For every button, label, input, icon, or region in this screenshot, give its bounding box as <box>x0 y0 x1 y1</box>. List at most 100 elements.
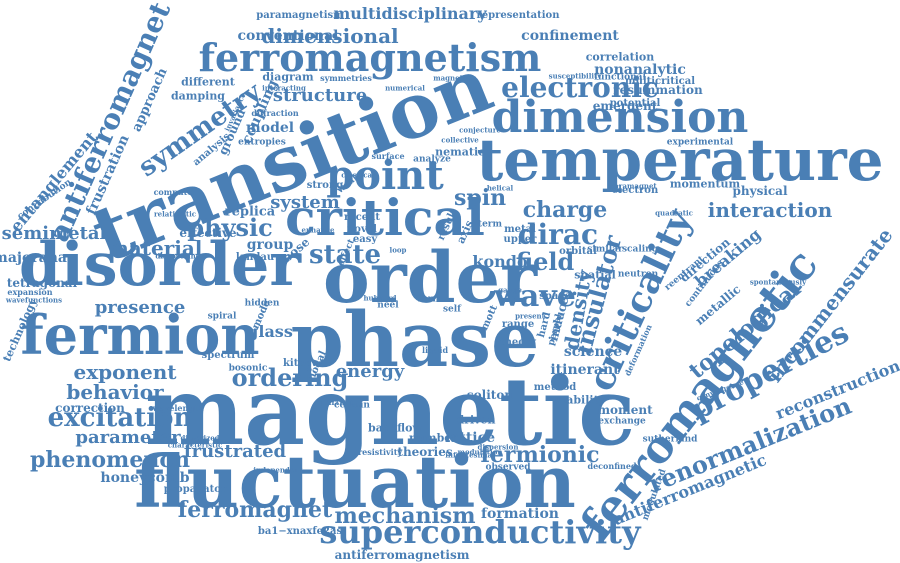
cloud-word: néel <box>377 300 399 311</box>
cloud-word: spiral <box>207 311 237 322</box>
cloud-word: antiferromagnetism <box>334 548 470 562</box>
cloud-word: conjecture <box>459 125 501 135</box>
cloud-word: spin <box>453 185 507 211</box>
cloud-word: functional <box>594 72 646 83</box>
cloud-word: conventional <box>237 28 339 44</box>
cloud-word: temperature <box>476 126 884 194</box>
cloud-word: confinement <box>521 28 619 44</box>
cloud-word: self <box>442 304 462 315</box>
cloud-word: effective <box>179 226 237 240</box>
cloud-word: state <box>308 240 382 270</box>
cloud-word: ordering <box>231 363 349 392</box>
cloud-word: paramagnet <box>609 181 657 191</box>
cloud-word: backflow <box>368 421 422 435</box>
cloud-word: kondo <box>472 252 528 271</box>
cloud-word: fermion <box>20 303 260 367</box>
cloud-word: enhance <box>301 225 335 235</box>
cloud-word: upper <box>503 234 537 245</box>
cloud-word: nematic <box>435 145 485 159</box>
cloud-word: glass <box>247 322 293 341</box>
cloud-word: susceptibility <box>548 71 602 81</box>
cloud-word: magnetic <box>144 357 636 467</box>
cloud-word: neutron <box>617 269 659 280</box>
cloud-word: physical <box>732 184 788 198</box>
cloud-word: dimerized <box>180 433 220 443</box>
cloud-word: modulation <box>457 447 503 457</box>
cloud-word: electron <box>611 185 659 196</box>
cloud-word: symmetries <box>320 73 372 83</box>
cloud-word: correction <box>55 401 125 415</box>
cloud-word: system <box>270 192 340 213</box>
cloud-word: wavefunctions <box>5 295 63 305</box>
cloud-word: ba1−xnaxfe2as <box>257 526 343 537</box>
cloud-word: independent <box>253 465 303 475</box>
cloud-word: group <box>246 237 294 253</box>
cloud-word: wave <box>494 279 576 314</box>
cloud-word: orbital <box>559 246 597 257</box>
cloud-word: novel <box>347 224 377 235</box>
cloud-word: spatial <box>574 268 616 282</box>
cloud-word: theories <box>397 445 453 459</box>
cloud-word: wavelength <box>152 403 204 413</box>
cloud-word: kitaev <box>283 358 317 369</box>
cloud-word: characteristic <box>167 440 223 450</box>
cloud-word: ferromagnet <box>177 497 333 523</box>
cloud-word: ferromagnetism <box>198 35 542 80</box>
cloud-word: diffraction <box>251 108 299 118</box>
cloud-word: order <box>323 236 537 319</box>
cloud-word: phenomenon <box>30 447 190 473</box>
cloud-word: dimensional <box>261 24 399 48</box>
cloud-word: relativistic <box>153 209 197 219</box>
cloud-word: stability <box>554 393 606 407</box>
cloud-word: replica <box>224 204 276 220</box>
cloud-word: formation <box>481 506 559 522</box>
cloud-word: magnetism <box>433 73 477 83</box>
cloud-word: gauge <box>498 285 522 295</box>
cloud-word: number <box>408 431 458 445</box>
cloud-word: scaling <box>621 244 659 255</box>
cloud-word: spectrum <box>201 350 255 361</box>
cloud-word: majorana <box>0 250 67 266</box>
cloud-word: landau <box>235 252 275 263</box>
cloud-word: emergent <box>592 99 658 113</box>
cloud-word: easy <box>352 234 378 245</box>
cloud-word: space <box>539 291 571 302</box>
cloud-word: correlation <box>585 50 655 64</box>
cloud-word: momentum <box>669 177 741 191</box>
cloud-word: phase <box>290 295 540 384</box>
cloud-word: theory <box>499 337 537 348</box>
cloud-word: interacting <box>262 83 306 93</box>
cloud-word: structure <box>272 85 368 106</box>
cloud-word: liquid <box>421 345 449 355</box>
cloud-word: dimension <box>491 92 749 143</box>
cloud-word: sutherland <box>642 434 698 445</box>
cloud-word: itinerant <box>550 362 620 378</box>
cloud-word: tetragonal <box>6 276 78 290</box>
cloud-word: parameter <box>75 427 181 448</box>
cloud-word: potential <box>609 98 661 109</box>
cloud-word: infinitesimal <box>445 450 495 460</box>
cloud-word: electronic <box>501 71 659 104</box>
cloud-word: loop <box>389 245 407 255</box>
cloud-word: representation <box>476 10 560 21</box>
cloud-word: certain <box>334 400 370 411</box>
cloud-word: range <box>501 319 535 330</box>
cloud-word: semimetal <box>1 223 107 244</box>
cloud-word: frustrated <box>183 441 287 462</box>
cloud-word: soliton <box>466 388 514 402</box>
cloud-word: behavior <box>66 380 164 404</box>
cloud-word: form <box>417 294 443 305</box>
cloud-word: recent <box>344 212 380 223</box>
cloud-word: analyze <box>413 154 451 165</box>
cloud-word: experimental <box>666 137 734 148</box>
cloud-word: different <box>181 75 235 89</box>
cloud-word: disorder <box>19 230 301 300</box>
cloud-word: driven <box>456 413 496 427</box>
cloud-word: field <box>515 247 575 276</box>
cloud-word: multidisciplinary <box>333 4 487 23</box>
cloud-word: exponent <box>73 360 177 384</box>
cloud-word: resistivity <box>357 447 403 457</box>
cloud-word: fluctuation <box>134 439 576 524</box>
cloud-word: present <box>515 311 545 321</box>
